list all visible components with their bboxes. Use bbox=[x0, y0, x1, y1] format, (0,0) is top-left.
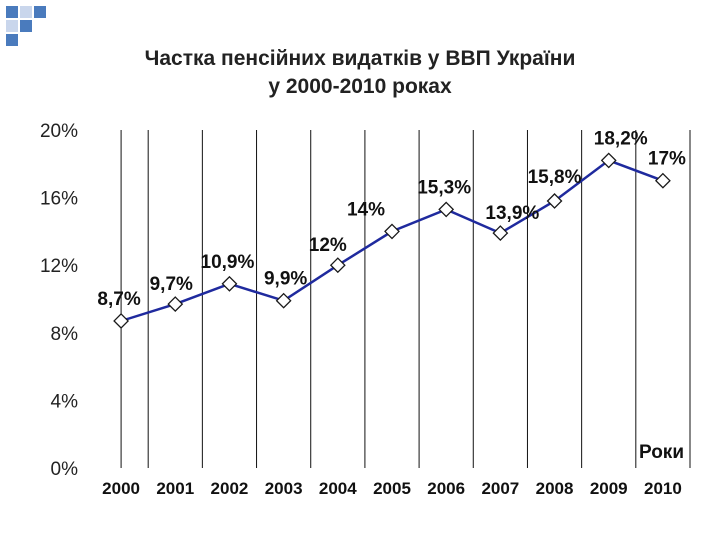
data-markers bbox=[113, 152, 671, 329]
chart-title-line2: у 2000-2010 роках bbox=[268, 75, 452, 98]
x-tick-label: 2007 bbox=[481, 479, 519, 498]
data-point-marker bbox=[275, 292, 292, 309]
data-label: 17% bbox=[648, 149, 686, 170]
data-label: 9,9% bbox=[264, 269, 307, 290]
data-point-marker bbox=[546, 193, 563, 209]
data-point-marker bbox=[167, 296, 184, 312]
x-axis-label: Роки bbox=[639, 442, 684, 463]
data-label: 9,7% bbox=[150, 274, 193, 295]
data-point-marker bbox=[221, 275, 238, 292]
y-tick-label: 20% bbox=[40, 121, 78, 142]
y-tick-label: 16% bbox=[40, 189, 78, 210]
data-point-marker bbox=[329, 257, 346, 274]
data-label: 14% bbox=[347, 199, 385, 220]
data-label: 15,3% bbox=[417, 177, 471, 198]
x-tick-label: 2008 bbox=[536, 479, 574, 498]
data-label: 18,2% bbox=[594, 128, 648, 149]
x-tick-label: 2004 bbox=[319, 479, 357, 498]
y-tick-label: 4% bbox=[51, 391, 79, 412]
y-axis-ticks: 0% 4% 8% 12% 16% 20% bbox=[40, 121, 78, 480]
data-labels: 8,7% 9,7% 10,9% 9,9%12%14% 15,3% 13,9% 15,8% 18… bbox=[97, 128, 686, 310]
data-point-marker bbox=[384, 223, 400, 240]
x-tick-label: 2000 bbox=[102, 479, 140, 498]
data-point-marker bbox=[600, 152, 617, 169]
x-tick-label: 2001 bbox=[156, 479, 194, 498]
data-label: 10,9% bbox=[201, 252, 255, 273]
data-point-marker bbox=[492, 225, 509, 242]
data-label: 8,7% bbox=[97, 289, 140, 310]
vertical-gridlines bbox=[120, 130, 691, 468]
x-tick-label: 2009 bbox=[590, 479, 628, 498]
x-tick-label: 2005 bbox=[373, 479, 411, 498]
x-tick-label: 2003 bbox=[265, 479, 303, 498]
data-point-marker bbox=[113, 313, 130, 329]
data-label: 15,8% bbox=[528, 167, 582, 188]
y-tick-label: 12% bbox=[40, 256, 78, 277]
x-tick-label: 2002 bbox=[211, 479, 249, 498]
chart-title-line1: Частка пенсійних видатків у ВВП України bbox=[144, 47, 576, 70]
corner-decoration bbox=[6, 6, 46, 46]
y-tick-label: 0% bbox=[51, 459, 79, 480]
data-point-marker bbox=[438, 201, 455, 218]
data-point-marker bbox=[654, 172, 671, 189]
data-label: 12% bbox=[309, 235, 347, 256]
y-tick-label: 8% bbox=[51, 324, 79, 345]
x-axis-ticks: 2000 2001 2002 2003 2004 2005 2006 2007 2008 2009… bbox=[102, 479, 682, 498]
x-tick-label: 2010 bbox=[644, 479, 682, 498]
x-tick-label: 2006 bbox=[427, 479, 465, 498]
data-label: 13,9% bbox=[485, 203, 539, 224]
